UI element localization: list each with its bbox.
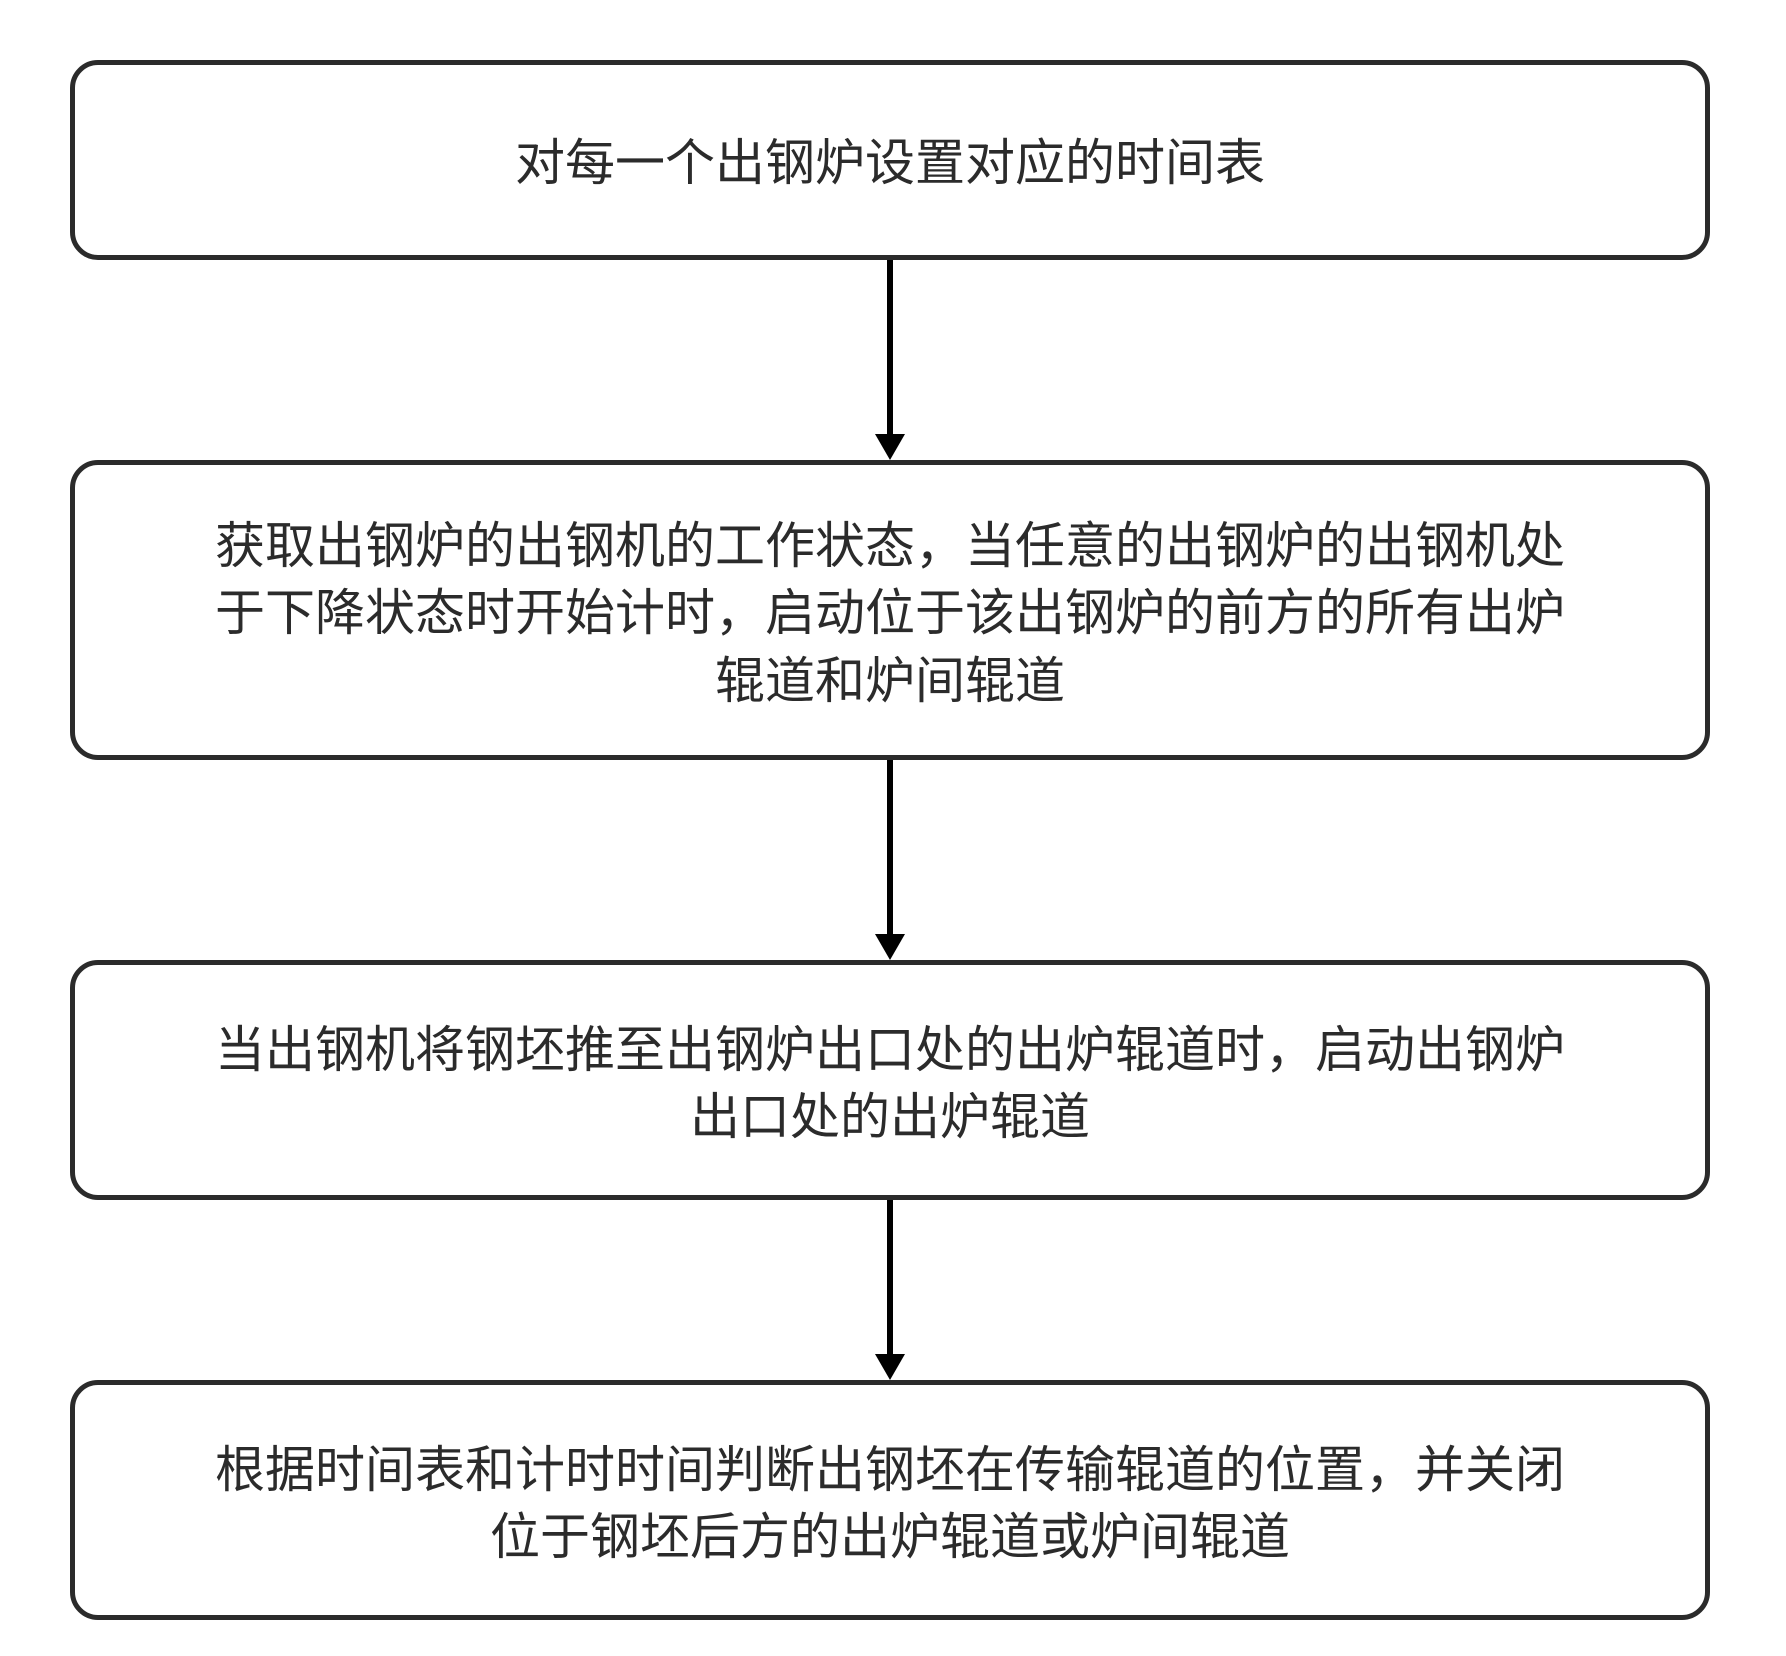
- flowchart-node-n1: 对每一个出钢炉设置对应的时间表: [70, 60, 1710, 260]
- flowchart-edge-line-2: [887, 1200, 893, 1354]
- flowchart-node-n2: 获取出钢炉的出钢机的工作状态，当任意的出钢炉的出钢机处 于下降状态时开始计时，启…: [70, 460, 1710, 760]
- flowchart-canvas: 对每一个出钢炉设置对应的时间表获取出钢炉的出钢机的工作状态，当任意的出钢炉的出钢…: [0, 0, 1786, 1656]
- flowchart-edge-arrowhead-0: [875, 434, 905, 460]
- flowchart-node-n3: 当出钢机将钢坯推至出钢炉出口处的出炉辊道时，启动出钢炉 出口处的出炉辊道: [70, 960, 1710, 1200]
- flowchart-edge-arrowhead-1: [875, 934, 905, 960]
- flowchart-edge-arrowhead-2: [875, 1354, 905, 1380]
- flowchart-node-n4: 根据时间表和计时时间判断出钢坯在传输辊道的位置，并关闭 位于钢坯后方的出炉辊道或…: [70, 1380, 1710, 1620]
- flowchart-edge-line-1: [887, 760, 893, 934]
- flowchart-edge-line-0: [887, 260, 893, 434]
